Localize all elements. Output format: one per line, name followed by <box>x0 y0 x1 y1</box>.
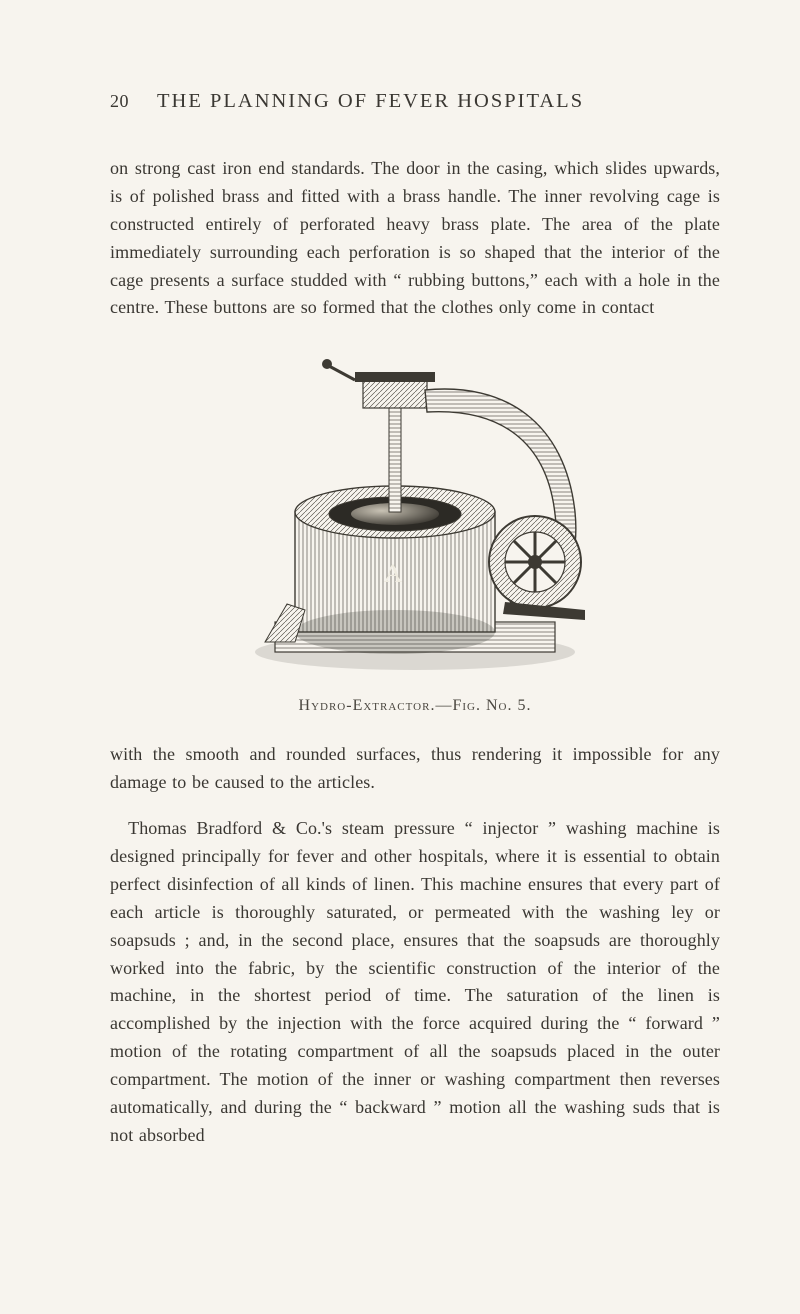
paragraph-2: with the smooth and rounded surfaces, th… <box>110 741 720 797</box>
page-number: 20 <box>110 91 129 112</box>
paragraph-1: on strong cast iron end standards. The d… <box>110 155 720 322</box>
book-running-title: THE PLANNING OF FEVER HOSPITALS <box>157 90 584 113</box>
running-head: 20 THE PLANNING OF FEVER HOSPITALS <box>110 90 720 113</box>
hydro-extractor-icon: A <box>205 342 625 687</box>
figure-hydro-extractor: A Hydro-Extractor.—Fig. No. 5. <box>110 342 720 715</box>
page: 20 THE PLANNING OF FEVER HOSPITALS on st… <box>0 0 800 1314</box>
svg-text:A: A <box>384 559 403 588</box>
engraving-svg: A <box>205 342 625 682</box>
figure-caption: Hydro-Extractor.—Fig. No. 5. <box>110 697 720 715</box>
paragraph-3: Thomas Bradford & Co.'s steam pressure “… <box>110 815 720 1150</box>
